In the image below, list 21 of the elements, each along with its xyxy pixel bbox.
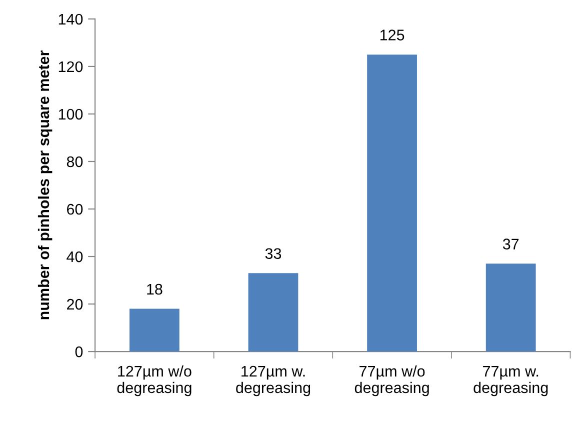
bar <box>486 264 536 352</box>
y-tick-label: 140 <box>58 14 83 25</box>
bar <box>129 308 180 352</box>
y-tick-label: 60 <box>67 204 83 215</box>
x-tick-label: 77µm w/o degreasing <box>354 365 429 396</box>
y-tick-label: 120 <box>58 61 83 72</box>
bar <box>367 54 417 352</box>
bar <box>248 273 298 352</box>
y-tick-label: 80 <box>66 156 83 168</box>
data-label: 18 <box>147 284 162 295</box>
y-tick-label: 0 <box>75 346 83 358</box>
data-label: 33 <box>265 248 282 260</box>
x-tick-label: 77µm w. degreasing <box>474 366 548 396</box>
y-tick-label: 100 <box>58 108 83 120</box>
y-axis-title: number of pinholes per square meter <box>38 50 52 320</box>
data-label: 37 <box>502 238 519 250</box>
data-label: 125 <box>380 30 404 40</box>
x-tick-label: 127µm w/o degreasing <box>117 365 192 396</box>
x-tick-label: 127µm w. degreasing <box>236 366 310 396</box>
y-tick-label: 20 <box>67 298 83 310</box>
y-tick-label: 40 <box>66 251 83 262</box>
